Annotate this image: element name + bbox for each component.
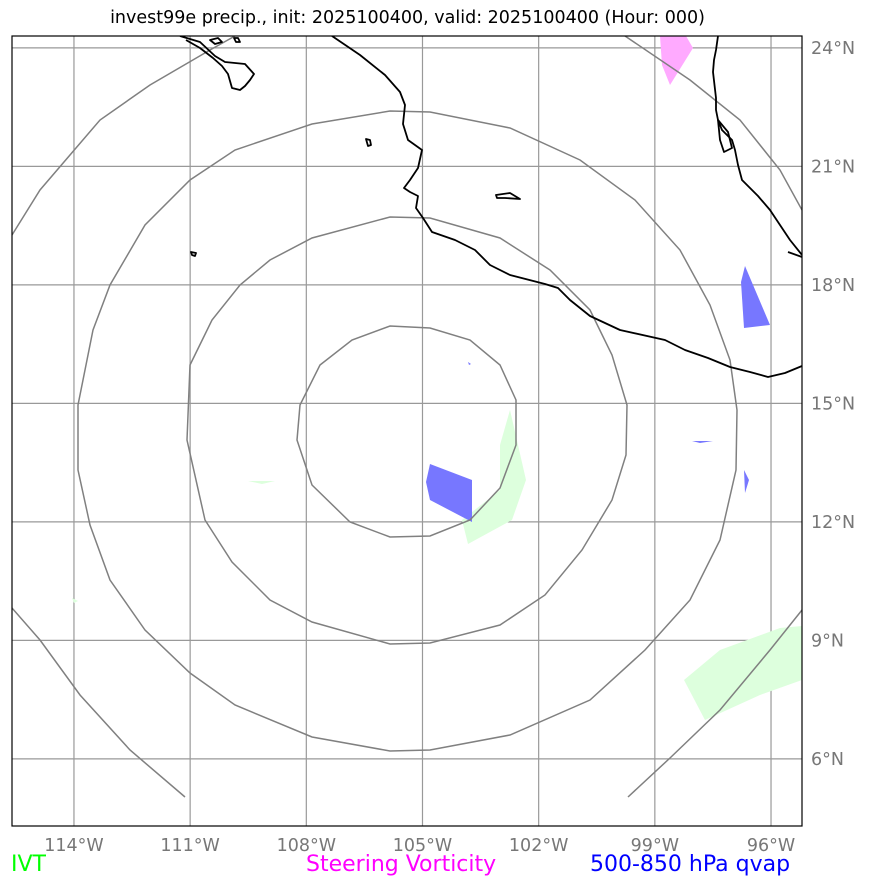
plot-frame (11, 35, 803, 827)
ivt-patch-southeast (684, 626, 802, 720)
legend-steering-vorticity: Steering Vorticity (306, 852, 497, 877)
ivt-speck-far-west (72, 598, 78, 603)
qvap-patch-northeast (741, 266, 770, 328)
coastline-east-edge (787, 251, 802, 258)
lat-tick-label: 9°N (811, 631, 844, 651)
lat-tick-label: 18°N (811, 276, 855, 296)
lon-tick-label: 99°W (631, 836, 679, 856)
range-ring-3 (77, 110, 738, 752)
lon-tick-label: 111°W (160, 836, 219, 856)
range-rings (12, 36, 802, 798)
legend-qvap: 500-850 hPa qvap (590, 852, 791, 877)
coastline-baja (179, 36, 255, 91)
qvap-speck-center (468, 362, 471, 365)
vorticity-field (660, 36, 693, 85)
coastline-gulf-east (712, 36, 802, 256)
vorticity-patch-north (660, 36, 693, 85)
coastline-gulf-east-inner (717, 119, 733, 153)
qvap-patch-east (744, 470, 749, 493)
graticule (12, 36, 802, 826)
range-ring-1 (296, 325, 517, 538)
range-ring-2 (186, 216, 628, 645)
axis-ticks: 114°W 111°W 108°W 105°W 102°W 99°W 96°W 24°N 21°… (44, 39, 855, 856)
lat-tick-label: 6°N (811, 750, 844, 770)
coastline (179, 36, 802, 378)
legend-ivt: IVT (11, 852, 46, 877)
coastline-mainland (331, 36, 802, 378)
range-ring-4 (12, 36, 802, 798)
coastline-baja-tip (209, 37, 241, 45)
coastline-islas-marias (365, 138, 372, 147)
lat-tick-label: 12°N (811, 513, 855, 533)
qvap-field (426, 266, 770, 522)
qvap-patch-center (426, 464, 472, 522)
plot-background (12, 36, 802, 826)
lat-tick-label: 21°N (811, 157, 855, 177)
coastline-lake-chapala (495, 192, 521, 200)
map-title: invest99e precip., init: 2025100400, val… (110, 8, 705, 28)
qvap-sliver-east (692, 441, 713, 443)
coastline-island-socorro (190, 251, 197, 257)
ivt-speck-west (248, 481, 275, 484)
lon-tick-label: 114°W (44, 836, 103, 856)
lon-tick-label: 105°W (393, 836, 452, 856)
lat-tick-label: 24°N (811, 39, 855, 59)
lat-tick-label: 15°N (811, 394, 855, 414)
lon-tick-label: 102°W (509, 836, 568, 856)
lon-tick-label: 96°W (747, 836, 795, 856)
lon-tick-label: 108°W (277, 836, 336, 856)
